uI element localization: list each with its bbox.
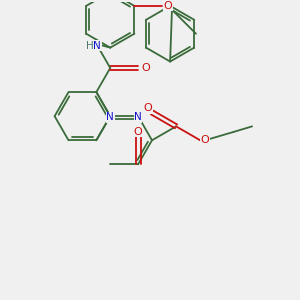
Text: H: H: [85, 41, 93, 51]
Text: O: O: [144, 103, 152, 113]
Text: N: N: [106, 112, 114, 122]
Text: O: O: [134, 127, 142, 136]
Text: O: O: [142, 63, 150, 73]
Text: N: N: [134, 112, 142, 122]
Text: O: O: [164, 1, 172, 11]
Text: O: O: [201, 135, 209, 145]
Text: N: N: [94, 41, 101, 51]
